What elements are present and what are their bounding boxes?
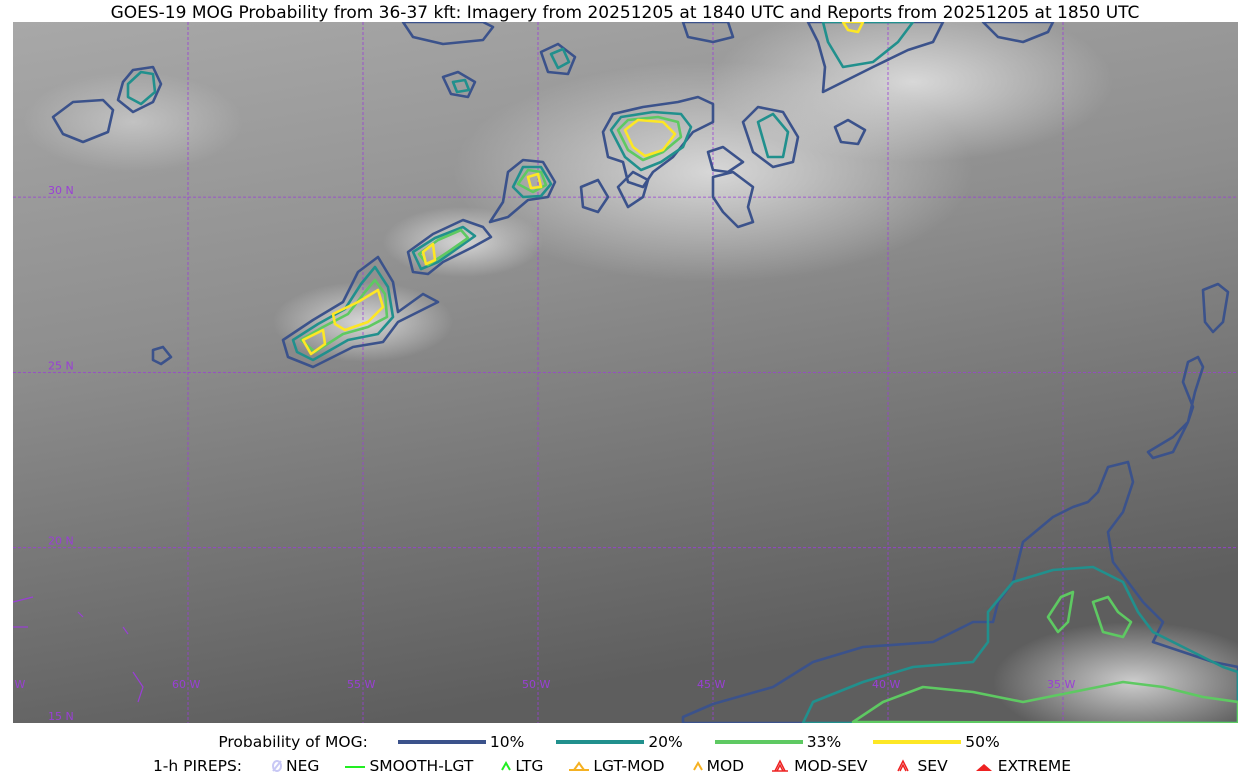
lat-label: 25 N xyxy=(48,359,74,372)
pireps-legend: 1-h PIREPS: NEG SMOOTH-LGT LTG LGT-MOD MOD MO… xyxy=(0,757,1250,775)
neg-slash-circle-icon xyxy=(272,760,283,772)
lat-label: 30 N xyxy=(48,184,74,197)
lon-label: 65 W xyxy=(13,678,25,691)
filled-triangle-icon xyxy=(975,764,992,771)
legend-line-swatch xyxy=(397,740,486,744)
prob-legend-label: Probability of MOG: xyxy=(218,733,368,751)
pirep-legend-text: SEV xyxy=(917,757,948,775)
double-caret-bar-icon xyxy=(772,759,789,772)
lat-label: 15 N xyxy=(48,710,74,723)
pirep-legend-item: MOD xyxy=(691,757,745,775)
pirep-legend-item: NEG xyxy=(270,757,319,775)
legend-line-swatch xyxy=(714,740,803,744)
lon-label: 35 W xyxy=(1047,678,1075,691)
lon-label: 45 W xyxy=(697,678,725,691)
prob-legend-text: 33% xyxy=(806,733,842,751)
pirep-legend-text: LGT-MOD xyxy=(593,757,665,775)
probability-legend: Probability of MOG: 10% 20% 33% 50% xyxy=(0,733,1250,751)
map-title: GOES-19 MOG Probability from 36-37 kft: … xyxy=(110,3,1140,23)
caret-icon xyxy=(501,760,512,771)
prob-legend-text: 20% xyxy=(648,733,683,751)
prob-legend-item: 50% xyxy=(873,733,1000,751)
caret-bar-icon xyxy=(569,761,590,771)
contour-50pct xyxy=(301,22,865,356)
coastline-islands xyxy=(13,596,144,703)
pirep-legend-text: LTG xyxy=(515,757,544,775)
pireps-legend-label: 1-h PIREPS: xyxy=(152,757,243,775)
pirep-legend-text: MOD xyxy=(706,757,745,775)
pirep-legend-item: LGT-MOD xyxy=(569,757,665,775)
contour-10pct xyxy=(51,22,1238,723)
satellite-map: 30 N 25 N 20 N 15 N 65 W 60 W 55 W 50 W 45 W 40 W… xyxy=(13,22,1238,723)
double-caret-icon xyxy=(897,759,910,772)
lat-lon-grid xyxy=(13,22,1238,723)
prob-legend-item: 20% xyxy=(556,733,683,751)
pirep-legend-text: EXTREME xyxy=(997,757,1072,775)
grid-labels: 30 N 25 N 20 N 15 N 65 W 60 W 55 W 50 W 45 W 40 W… xyxy=(13,184,1075,723)
lat-label: 20 N xyxy=(48,535,74,548)
legend-line-swatch xyxy=(556,740,645,744)
mog-contours xyxy=(51,22,1238,723)
prob-legend-text: 10% xyxy=(489,733,525,751)
pirep-legend-text: NEG xyxy=(286,757,320,775)
pirep-legend-item: SEV xyxy=(893,757,948,775)
caret-icon xyxy=(692,760,703,771)
line-icon xyxy=(345,766,366,768)
pirep-legend-item: MOD-SEV xyxy=(770,757,867,775)
pirep-legend-item: EXTREME xyxy=(974,757,1071,775)
pirep-legend-item: SMOOTH-LGT xyxy=(345,757,473,775)
lon-label: 55 W xyxy=(347,678,375,691)
lon-label: 50 W xyxy=(522,678,550,691)
pirep-legend-text: SMOOTH-LGT xyxy=(369,757,474,775)
prob-legend-text: 50% xyxy=(965,733,1000,751)
lon-label: 60 W xyxy=(172,678,200,691)
pirep-legend-text: MOD-SEV xyxy=(794,757,868,775)
prob-legend-item: 33% xyxy=(714,733,842,751)
lon-label: 40 W xyxy=(872,678,900,691)
prob-legend-item: 10% xyxy=(397,733,525,751)
pirep-legend-item: LTG xyxy=(499,757,543,775)
contour-20pct xyxy=(126,22,1238,723)
legend-line-swatch xyxy=(873,740,962,744)
